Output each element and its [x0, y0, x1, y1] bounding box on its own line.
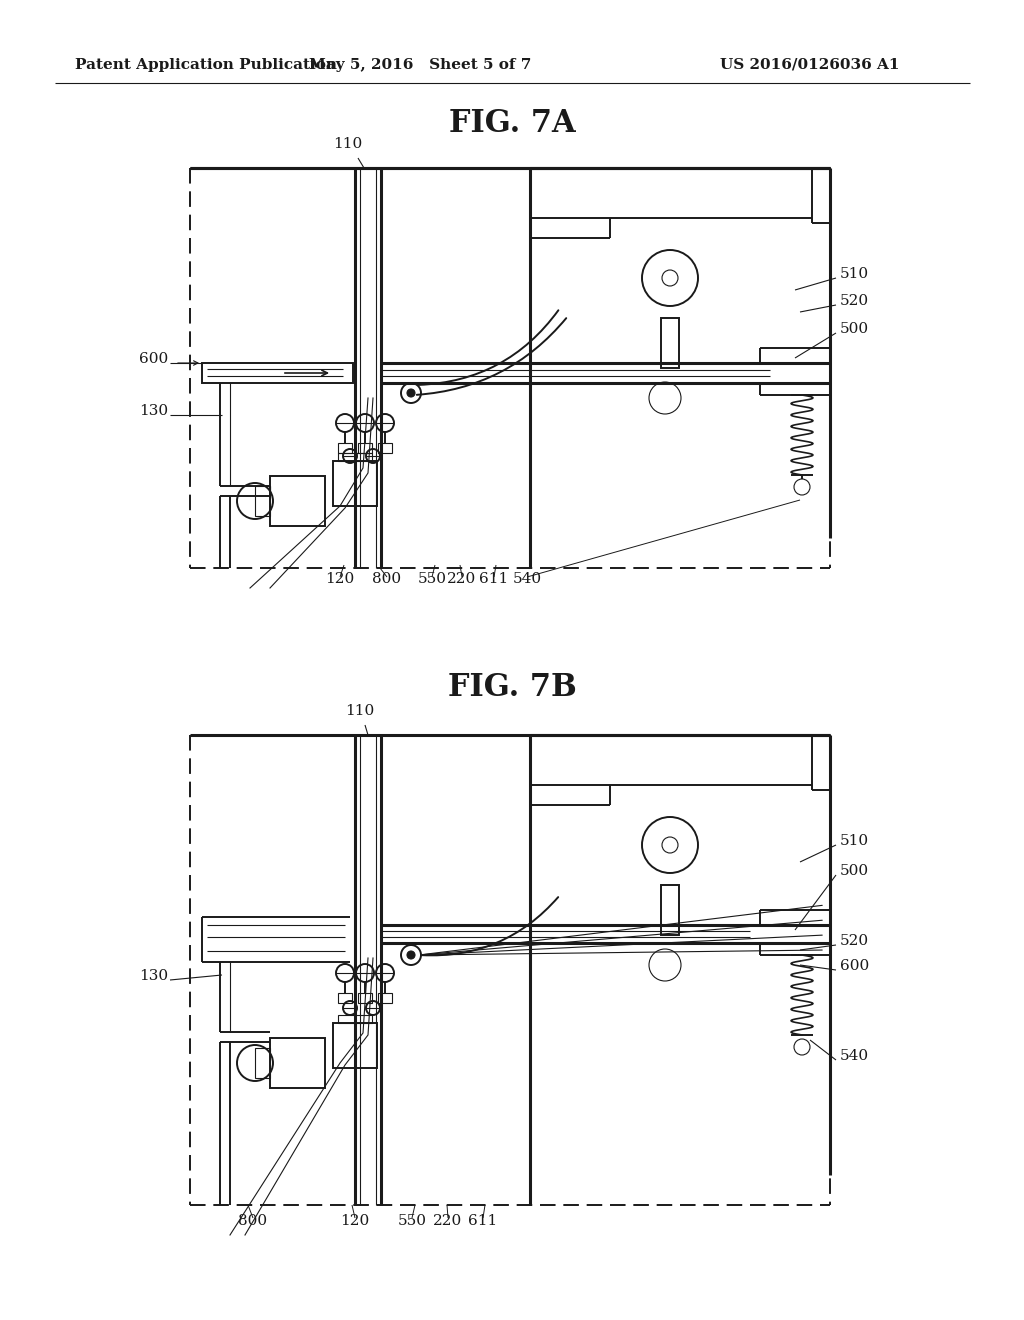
Text: 500: 500	[840, 865, 869, 878]
Bar	[202, 363, 353, 383]
Text: 611: 611	[479, 572, 509, 586]
Bar	[338, 453, 372, 461]
Text: 120: 120	[340, 1214, 370, 1228]
Text: 800: 800	[373, 572, 401, 586]
Bar	[338, 1015, 372, 1023]
Text: FIG. 7A: FIG. 7A	[449, 108, 575, 139]
Text: 130: 130	[139, 969, 168, 983]
Bar	[358, 993, 372, 1003]
Circle shape	[407, 389, 415, 397]
Text: 800: 800	[239, 1214, 267, 1228]
Text: 600: 600	[138, 352, 168, 366]
Text: 220: 220	[447, 572, 476, 586]
Text: 600: 600	[840, 960, 869, 973]
Text: 510: 510	[840, 267, 869, 281]
Bar	[270, 1038, 325, 1088]
Text: 500: 500	[840, 322, 869, 337]
Bar	[378, 993, 392, 1003]
Text: 550: 550	[397, 1214, 427, 1228]
Bar	[662, 884, 679, 935]
Text: 120: 120	[326, 572, 354, 586]
Circle shape	[407, 950, 415, 960]
Bar	[338, 444, 352, 453]
Text: 540: 540	[512, 572, 542, 586]
Bar	[333, 1023, 377, 1068]
Bar	[255, 486, 270, 516]
Bar	[338, 993, 352, 1003]
Text: FIG. 7B: FIG. 7B	[447, 672, 577, 704]
Text: 110: 110	[334, 137, 362, 150]
Text: US 2016/0126036 A1: US 2016/0126036 A1	[720, 58, 899, 73]
Text: May 5, 2016   Sheet 5 of 7: May 5, 2016 Sheet 5 of 7	[309, 58, 531, 73]
Bar	[333, 461, 377, 506]
Text: 520: 520	[840, 935, 869, 948]
Text: 611: 611	[468, 1214, 498, 1228]
Bar	[255, 1048, 270, 1078]
Bar	[662, 318, 679, 368]
Bar	[358, 444, 372, 453]
Text: 540: 540	[840, 1049, 869, 1063]
Text: 520: 520	[840, 294, 869, 308]
Text: 130: 130	[139, 404, 168, 418]
Text: 510: 510	[840, 834, 869, 847]
Text: Patent Application Publication: Patent Application Publication	[75, 58, 337, 73]
Bar	[270, 477, 325, 525]
Text: 220: 220	[433, 1214, 463, 1228]
Bar	[378, 444, 392, 453]
Text: 110: 110	[345, 704, 375, 718]
Text: 550: 550	[418, 572, 446, 586]
